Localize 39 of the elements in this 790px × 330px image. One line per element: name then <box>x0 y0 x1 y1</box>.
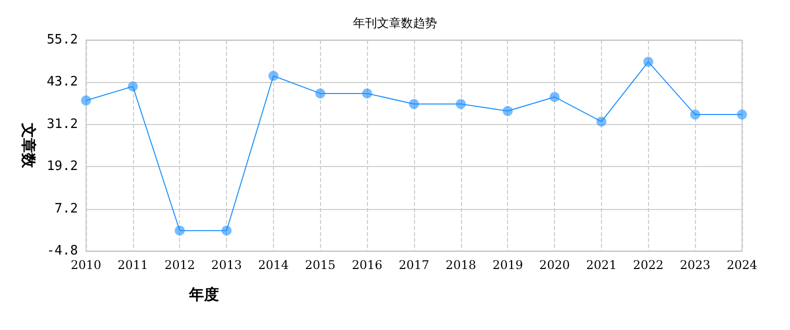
point <box>128 81 138 92</box>
point <box>456 99 466 109</box>
point <box>81 95 91 106</box>
y-tick-label: 31.2 <box>46 116 78 132</box>
point <box>550 92 560 102</box>
y-tick-label: 19.2 <box>46 159 78 174</box>
point <box>737 110 747 120</box>
x-tick-label: 2015 <box>305 258 336 272</box>
x-tick-label: 2017 <box>398 258 430 272</box>
point <box>596 116 606 127</box>
x-tick-label: 2010 <box>70 258 102 272</box>
point <box>409 99 419 109</box>
y-axis-title: 文章数 <box>19 122 38 169</box>
y-tick-label: -4.8 <box>46 244 78 258</box>
x-tick-label: 2023 <box>680 258 710 272</box>
x-tick-label: 2024 <box>726 258 758 272</box>
x-tick-label: 2014 <box>258 258 290 272</box>
x-tick-label: 2016 <box>352 258 382 272</box>
chart-title: 年刊文章数趋势 <box>353 16 437 30</box>
x-tick-label: 2022 <box>633 258 664 272</box>
point <box>315 88 326 98</box>
x-axis-title: 年度 <box>188 286 219 304</box>
x-tick-label: 2011 <box>118 258 148 272</box>
x-tick-label: 2013 <box>211 258 242 272</box>
x-tick-label: 2019 <box>492 258 523 272</box>
x-tick-label: 2021 <box>586 258 617 272</box>
y-tick-label: 55.2 <box>46 32 78 48</box>
point <box>690 110 700 120</box>
point <box>268 70 278 81</box>
y-tick-label: 43.2 <box>46 74 78 90</box>
point <box>643 56 654 67</box>
x-tick-label: 2018 <box>446 258 476 272</box>
point <box>362 88 372 98</box>
point <box>502 106 513 116</box>
x-tick-label: 2012 <box>164 258 195 272</box>
x-tick-label: 2020 <box>539 258 570 272</box>
y-tick-label: 7.2 <box>54 201 78 216</box>
point <box>222 226 232 236</box>
point <box>174 226 185 236</box>
